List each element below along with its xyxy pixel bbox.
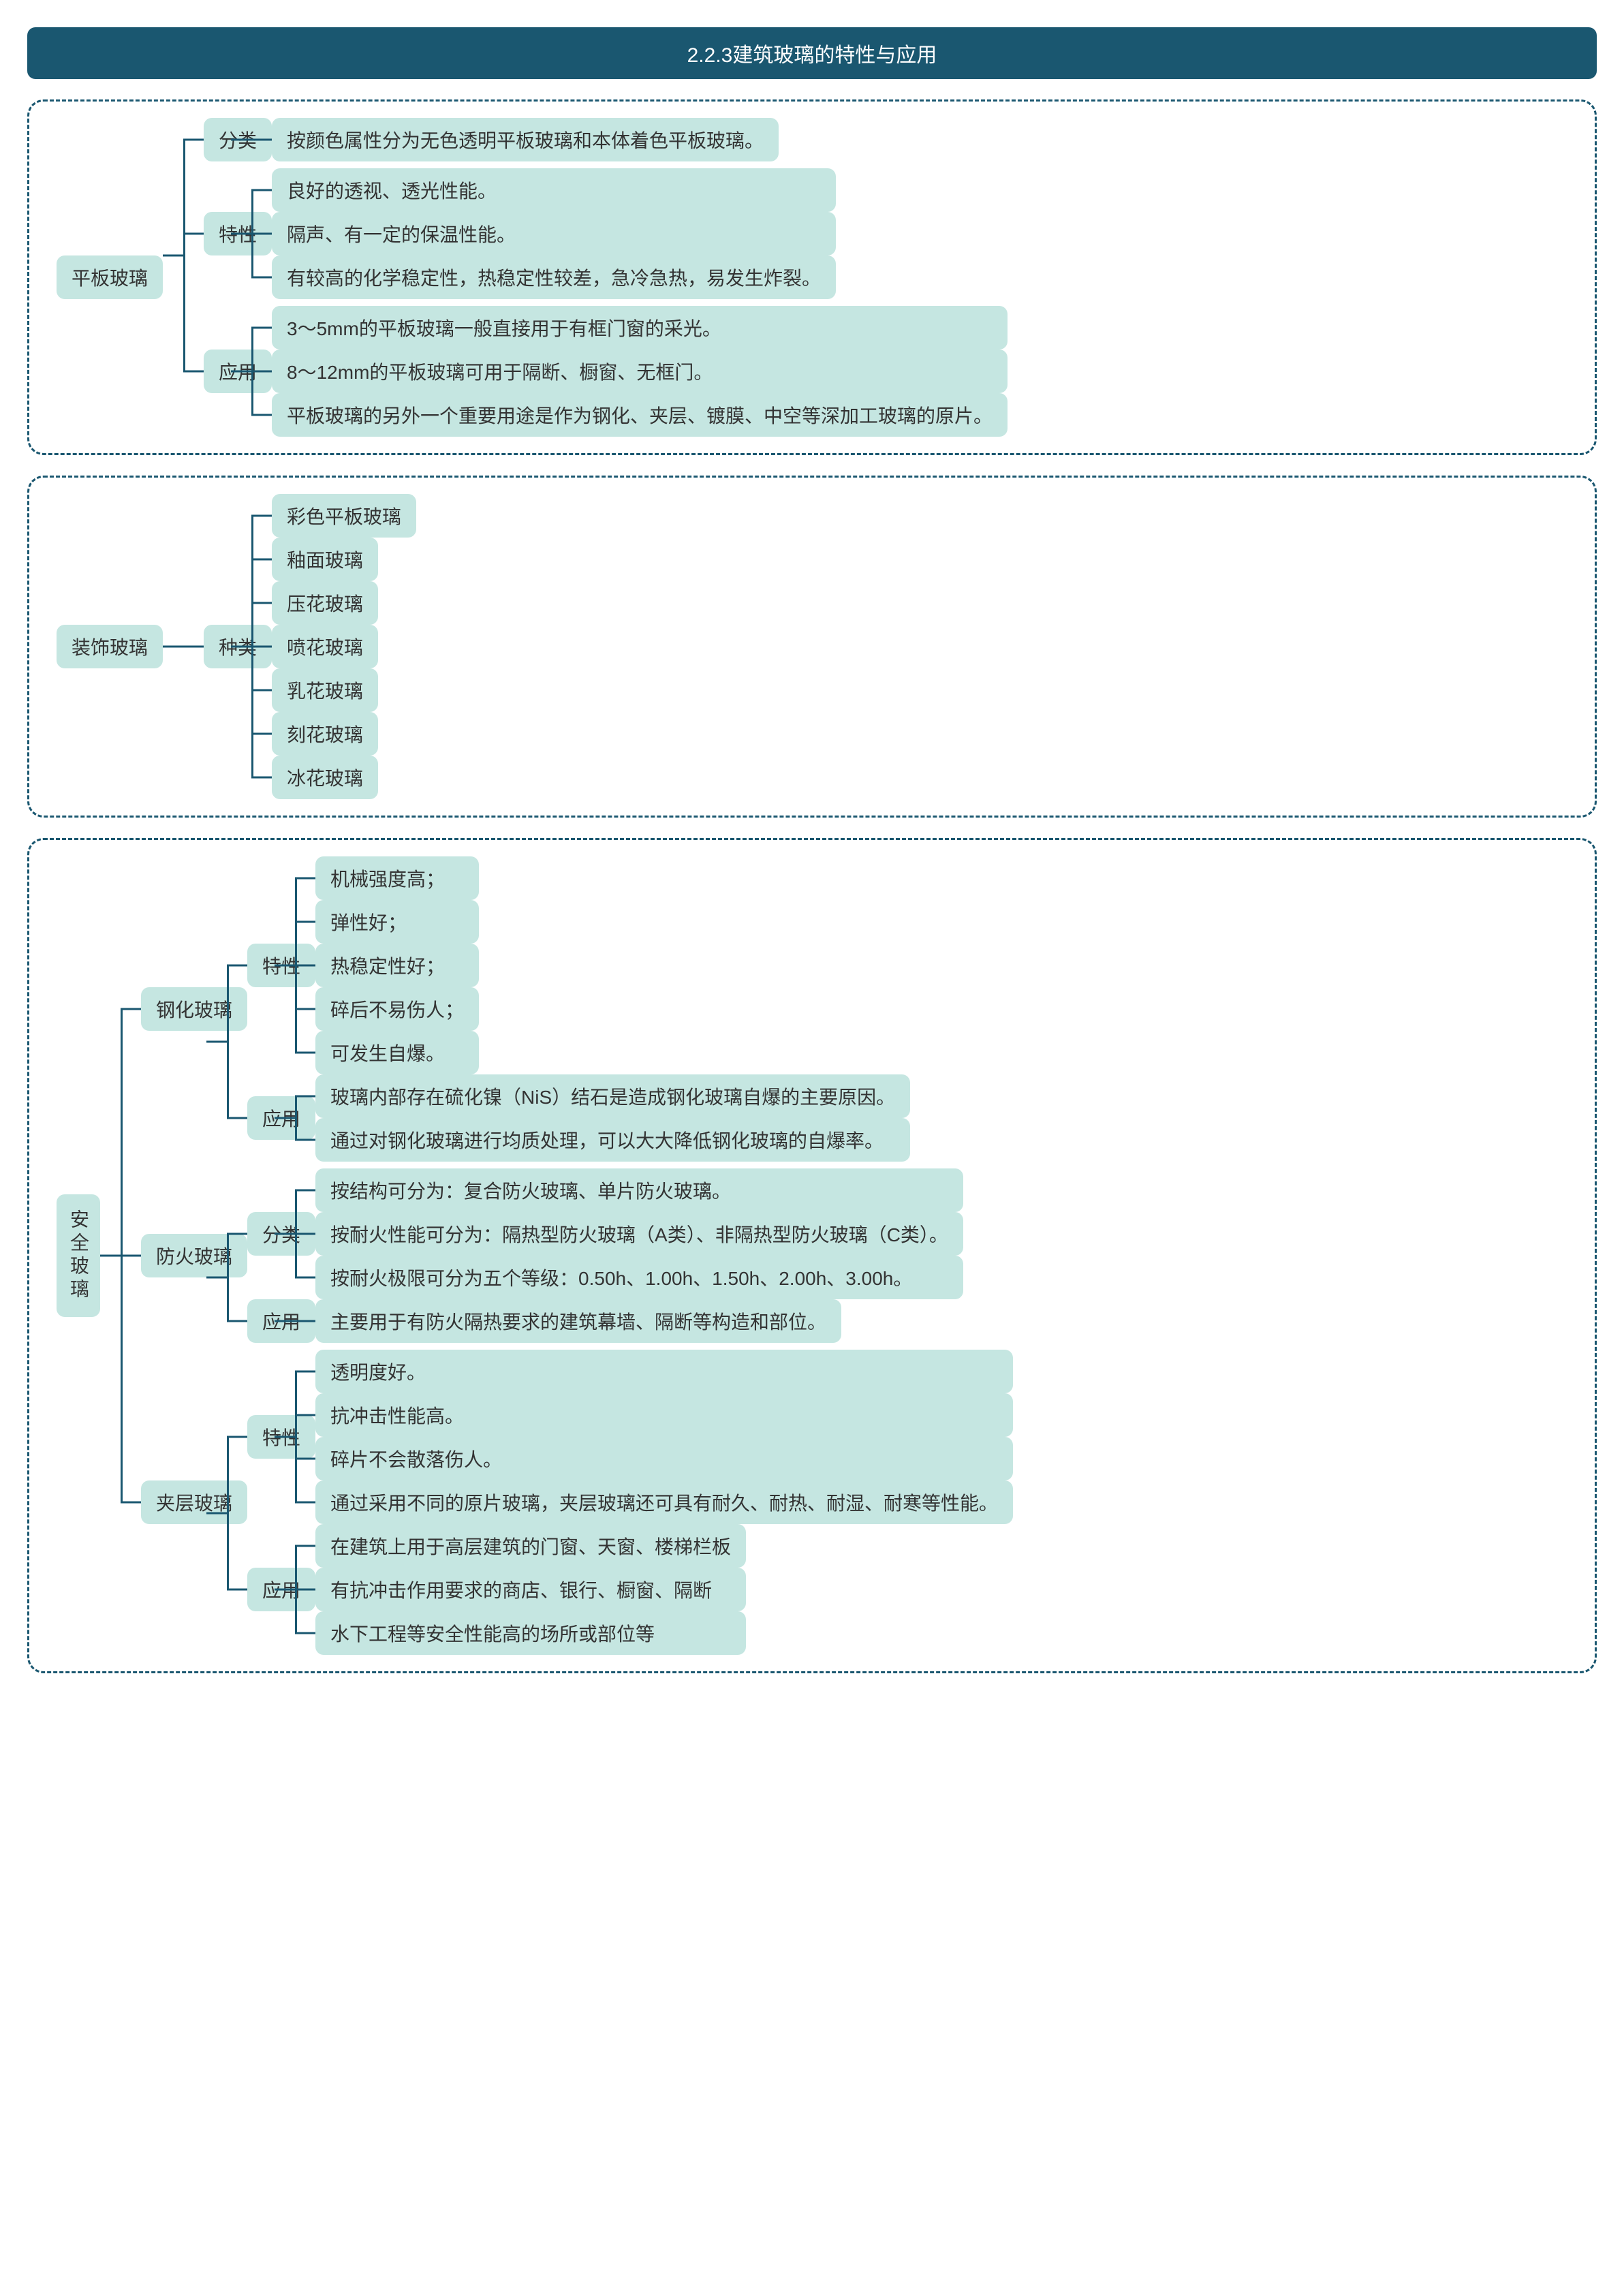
tree-branch: 应用主要用于有防火隔热要求的建筑幕墙、隔断等构造和部位。 [247, 1299, 963, 1343]
tree-branch: 在建筑上用于高层建筑的门窗、天窗、楼梯栏板 [315, 1524, 746, 1568]
tree-branch: 钢化玻璃特性机械强度高；弹性好；热稳定性好；碎后不易伤人；可发生自爆。应用玻璃内… [141, 856, 1578, 1162]
tree-leaf: 压花玻璃 [272, 581, 378, 625]
section-title: 2.2.3建筑玻璃的特性与应用 [27, 27, 1597, 79]
tree-node: 防火玻璃 [141, 1234, 247, 1277]
tree-branch: 乳花玻璃 [272, 668, 416, 712]
tree-branch: 8～12mm的平板玻璃可用于隔断、橱窗、无框门。 [272, 350, 1008, 393]
tree-branch: 主要用于有防火隔热要求的建筑幕墙、隔断等构造和部位。 [315, 1299, 841, 1343]
tree-leaf: 透明度好。 [315, 1350, 1013, 1393]
tree-branch: 夹层玻璃特性透明度好。抗冲击性能高。碎片不会散落伤人。通过采用不同的原片玻璃，夹… [141, 1350, 1578, 1655]
tree-leaf: 冰花玻璃 [272, 756, 378, 799]
tree-branch: 特性良好的透视、透光性能。隔声、有一定的保温性能。有较高的化学稳定性，热稳定性较… [204, 168, 1578, 299]
tree-branch: 透明度好。 [315, 1350, 1013, 1393]
tree-leaf: 按耐火性能可分为：隔热型防火玻璃（A类）、非隔热型防火玻璃（C类）。 [315, 1212, 963, 1256]
tree-branch: 釉面玻璃 [272, 538, 416, 581]
tree-leaf: 在建筑上用于高层建筑的门窗、天窗、楼梯栏板 [315, 1524, 746, 1568]
tree-leaf: 有较高的化学稳定性，热稳定性较差，急冷急热，易发生炸裂。 [272, 255, 836, 299]
tree-leaf: 机械强度高； [315, 856, 479, 900]
panel: 装饰玻璃种类彩色平板玻璃釉面玻璃压花玻璃喷花玻璃乳花玻璃刻花玻璃冰花玻璃 [27, 476, 1597, 818]
tree-node: 钢化玻璃 [141, 987, 247, 1031]
tree-branch: 按颜色属性分为无色透明平板玻璃和本体着色平板玻璃。 [272, 118, 779, 161]
tree-branch: 特性透明度好。抗冲击性能高。碎片不会散落伤人。通过采用不同的原片玻璃，夹层玻璃还… [247, 1350, 1013, 1524]
panel: 平板玻璃 分类按颜色属性分为无色透明平板玻璃和本体着色平板玻璃。特性良好的透视、透… [27, 99, 1597, 455]
tree-leaf: 喷花玻璃 [272, 625, 378, 668]
tree-branch: 特性机械强度高；弹性好；热稳定性好；碎后不易伤人；可发生自爆。 [247, 856, 910, 1074]
tree-leaf: 平板玻璃的另外一个重要用途是作为钢化、夹层、镀膜、中空等深加工玻璃的原片。 [272, 393, 1008, 437]
tree-branch: 有较高的化学稳定性，热稳定性较差，急冷急热，易发生炸裂。 [272, 255, 836, 299]
tree-leaf: 热稳定性好； [315, 944, 479, 987]
tree-branch: 机械强度高； [315, 856, 479, 900]
tree-leaf: 彩色平板玻璃 [272, 494, 416, 538]
tree-branch: 按耐火性能可分为：隔热型防火玻璃（A类）、非隔热型防火玻璃（C类）。 [315, 1212, 963, 1256]
tree-branch: 热稳定性好； [315, 944, 479, 987]
tree-leaf: 乳花玻璃 [272, 668, 378, 712]
tree-leaf: 有抗冲击作用要求的商店、银行、橱窗、隔断 [315, 1568, 746, 1611]
tree-leaf: 水下工程等安全性能高的场所或部位等 [315, 1611, 746, 1655]
tree-branch: 应用3～5mm的平板玻璃一般直接用于有框门窗的采光。8～12mm的平板玻璃可用于… [204, 306, 1578, 437]
tree-branch: 碎后不易伤人； [315, 987, 479, 1031]
tree-leaf: 釉面玻璃 [272, 538, 378, 581]
tree-root: 安全玻璃钢化玻璃特性机械强度高；弹性好；热稳定性好；碎后不易伤人；可发生自爆。应… [57, 856, 1578, 1655]
tree-branch: 平板玻璃的另外一个重要用途是作为钢化、夹层、镀膜、中空等深加工玻璃的原片。 [272, 393, 1008, 437]
tree-leaf: 通过对钢化玻璃进行均质处理，可以大大降低钢化玻璃的自爆率。 [315, 1118, 910, 1162]
tree-branch: 分类按颜色属性分为无色透明平板玻璃和本体着色平板玻璃。 [204, 118, 1578, 161]
panels-container: 平板玻璃 分类按颜色属性分为无色透明平板玻璃和本体着色平板玻璃。特性良好的透视、透… [27, 99, 1597, 1673]
tree-leaf: 8～12mm的平板玻璃可用于隔断、橱窗、无框门。 [272, 350, 1008, 393]
tree-branch: 按耐火极限可分为五个等级：0.50h、1.00h、1.50h、2.00h、3.0… [315, 1256, 963, 1299]
tree-leaf: 刻花玻璃 [272, 712, 378, 756]
tree-branch: 防火玻璃分类按结构可分为：复合防火玻璃、单片防火玻璃。按耐火性能可分为：隔热型防… [141, 1168, 1578, 1343]
tree-node: 装饰玻璃 [57, 625, 163, 668]
panel: 安全玻璃钢化玻璃特性机械强度高；弹性好；热稳定性好；碎后不易伤人；可发生自爆。应… [27, 838, 1597, 1673]
tree-node: 夹层玻璃 [141, 1480, 247, 1524]
tree-leaf: 碎片不会散落伤人。 [315, 1437, 1013, 1480]
tree-leaf: 弹性好； [315, 900, 479, 944]
tree-branch: 分类按结构可分为：复合防火玻璃、单片防火玻璃。按耐火性能可分为：隔热型防火玻璃（… [247, 1168, 963, 1299]
tree-branch: 玻璃内部存在硫化镍（NiS）结石是造成钢化玻璃自爆的主要原因。 [315, 1074, 910, 1118]
tree-branch: 刻花玻璃 [272, 712, 416, 756]
tree-leaf: 可发生自爆。 [315, 1031, 479, 1074]
tree-branch: 应用在建筑上用于高层建筑的门窗、天窗、楼梯栏板有抗冲击作用要求的商店、银行、橱窗… [247, 1524, 1013, 1655]
tree-branch: 通过采用不同的原片玻璃，夹层玻璃还可具有耐久、耐热、耐湿、耐寒等性能。 [315, 1480, 1013, 1524]
tree-leaf: 3～5mm的平板玻璃一般直接用于有框门窗的采光。 [272, 306, 1008, 350]
tree-branch: 应用玻璃内部存在硫化镍（NiS）结石是造成钢化玻璃自爆的主要原因。通过对钢化玻璃… [247, 1074, 910, 1162]
tree-branch: 抗冲击性能高。 [315, 1393, 1013, 1437]
tree-leaf: 抗冲击性能高。 [315, 1393, 1013, 1437]
tree-branch: 有抗冲击作用要求的商店、银行、橱窗、隔断 [315, 1568, 746, 1611]
tree-branch: 碎片不会散落伤人。 [315, 1437, 1013, 1480]
tree-leaf: 按结构可分为：复合防火玻璃、单片防火玻璃。 [315, 1168, 963, 1212]
tree-leaf: 良好的透视、透光性能。 [272, 168, 836, 212]
tree-branch: 3～5mm的平板玻璃一般直接用于有框门窗的采光。 [272, 306, 1008, 350]
tree-branch: 按结构可分为：复合防火玻璃、单片防火玻璃。 [315, 1168, 963, 1212]
tree-root: 平板玻璃 分类按颜色属性分为无色透明平板玻璃和本体着色平板玻璃。特性良好的透视、透… [57, 118, 1578, 437]
tree-leaf: 按耐火极限可分为五个等级：0.50h、1.00h、1.50h、2.00h、3.0… [315, 1256, 963, 1299]
tree-leaf: 按颜色属性分为无色透明平板玻璃和本体着色平板玻璃。 [272, 118, 779, 161]
tree-leaf: 通过采用不同的原片玻璃，夹层玻璃还可具有耐久、耐热、耐湿、耐寒等性能。 [315, 1480, 1013, 1524]
tree-branch: 弹性好； [315, 900, 479, 944]
tree-node: 安全玻璃 [57, 1194, 100, 1317]
tree-root: 装饰玻璃种类彩色平板玻璃釉面玻璃压花玻璃喷花玻璃乳花玻璃刻花玻璃冰花玻璃 [57, 494, 1578, 799]
tree-leaf: 主要用于有防火隔热要求的建筑幕墙、隔断等构造和部位。 [315, 1299, 841, 1343]
tree-leaf: 隔声、有一定的保温性能。 [272, 212, 836, 255]
tree-leaf: 玻璃内部存在硫化镍（NiS）结石是造成钢化玻璃自爆的主要原因。 [315, 1074, 910, 1118]
tree-branch: 喷花玻璃 [272, 625, 416, 668]
tree-leaf: 碎后不易伤人； [315, 987, 479, 1031]
tree-branch: 隔声、有一定的保温性能。 [272, 212, 836, 255]
tree-node: 平板玻璃 [57, 255, 163, 299]
tree-branch: 良好的透视、透光性能。 [272, 168, 836, 212]
tree-branch: 冰花玻璃 [272, 756, 416, 799]
tree-branch: 通过对钢化玻璃进行均质处理，可以大大降低钢化玻璃的自爆率。 [315, 1118, 910, 1162]
tree-branch: 压花玻璃 [272, 581, 416, 625]
tree-branch: 水下工程等安全性能高的场所或部位等 [315, 1611, 746, 1655]
tree-branch: 种类彩色平板玻璃釉面玻璃压花玻璃喷花玻璃乳花玻璃刻花玻璃冰花玻璃 [204, 494, 1578, 799]
tree-branch: 可发生自爆。 [315, 1031, 479, 1074]
tree-branch: 彩色平板玻璃 [272, 494, 416, 538]
